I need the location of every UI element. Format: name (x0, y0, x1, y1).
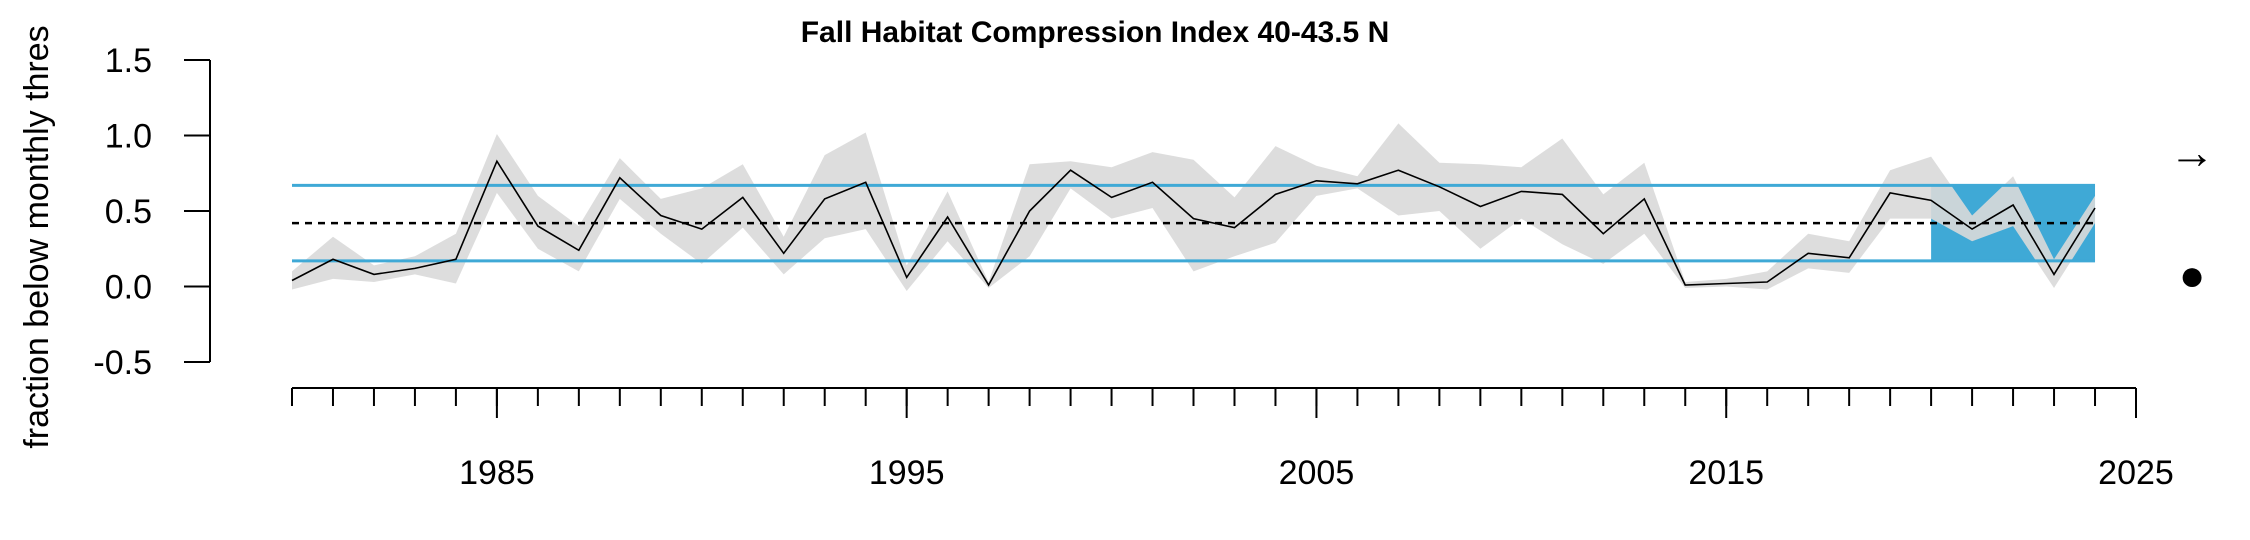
x-tick-label: 1985 (459, 454, 535, 492)
y-tick-label: 1.0 (105, 118, 152, 156)
x-tick-label: 2005 (1279, 454, 1355, 492)
y-tick-label: 0.0 (105, 269, 152, 307)
y-axis-label: fraction below monthly thres (18, 25, 56, 448)
y-tick-label: 1.5 (105, 42, 152, 80)
trend-arrow-icon: → (2169, 126, 2215, 178)
series-line (291, 159, 2096, 287)
x-tick-label: 1995 (869, 454, 945, 492)
chart-title: Fall Habitat Compression Index 40-43.5 N (801, 16, 1390, 49)
y-tick-label: 0.5 (105, 193, 152, 231)
status-marker-icon: ● (2179, 251, 2206, 300)
plot-area: -0.5 0.0 0.5 1.0 1.5 1985 1995 2005 2015 2025 → ● (93, 42, 2215, 492)
x-tick-label: 2025 (2098, 454, 2174, 492)
x-tick-label: 2015 (1688, 454, 1764, 492)
y-tick-label: -0.5 (93, 344, 152, 382)
uncertainty-ribbon (292, 123, 2095, 292)
